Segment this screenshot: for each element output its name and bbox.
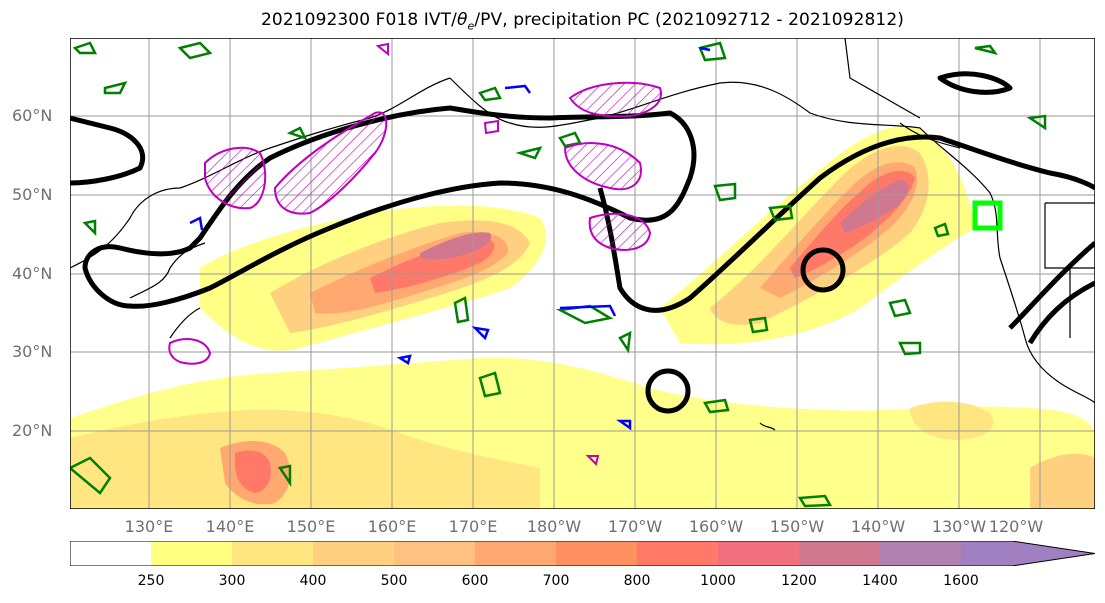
title-theta-sub: e	[467, 19, 475, 33]
colorbar-tick-label: 800	[623, 573, 651, 589]
pv-contours	[168, 42, 662, 466]
colorbar-extend-arrow	[961, 541, 1095, 566]
blue-contours	[189, 46, 711, 431]
lat-label-50n: 50°N	[12, 185, 53, 204]
lon-label-150w: 150°W	[769, 517, 825, 536]
lon-label-130w: 130°W	[931, 517, 987, 536]
lon-label-180w: 180°W	[526, 517, 582, 536]
colorbar-tick-label: 500	[380, 573, 408, 589]
title-theta: θ	[456, 10, 468, 30]
title-suffix: /PV, precipitation PC (2021092712 - 2021…	[474, 10, 904, 30]
lon-label-140w: 140°W	[850, 517, 906, 536]
colorbar-segment	[799, 541, 881, 566]
colorbar-segment	[151, 541, 233, 566]
colorbar-segment	[880, 541, 962, 566]
colorbar-tick-label: 1000	[700, 573, 736, 589]
colorbar-segment	[313, 541, 395, 566]
colorbar-segment	[232, 541, 314, 566]
theta-e-contours	[70, 41, 1047, 508]
colorbar-tick-label: 1200	[781, 573, 817, 589]
colorbar-tick-label: 300	[218, 573, 246, 589]
colorbar-outline	[70, 541, 1095, 566]
map-panel	[70, 38, 1095, 509]
figure-title: 2021092300 F018 IVT/θe/PV, precipitation…	[0, 10, 1105, 32]
colorbar-segment	[70, 541, 152, 566]
colorbar-tick-label: 1600	[943, 573, 979, 589]
colorbar-tick-label: 700	[542, 573, 570, 589]
target-box	[972, 200, 1003, 231]
colorbar-segment	[394, 541, 476, 566]
lon-label-130e: 130°E	[124, 517, 174, 536]
lon-label-140e: 140°E	[205, 517, 255, 536]
colorbar-segment	[556, 541, 638, 566]
colorbar	[70, 541, 1095, 566]
colorbar-tick-label: 1400	[862, 573, 898, 589]
lat-label-40n: 40°N	[12, 264, 53, 283]
lat-label-20n: 20°N	[12, 421, 53, 440]
lon-label-120w: 120°W	[988, 517, 1044, 536]
ivt-contours	[70, 71, 1095, 414]
lon-label-170w: 170°W	[607, 517, 663, 536]
colorbar-tick-label: 600	[461, 573, 489, 589]
colorbar-segment	[475, 541, 557, 566]
lat-label-30n: 30°N	[12, 342, 53, 361]
colorbar-tick-label: 250	[137, 573, 165, 589]
lon-label-160w: 160°W	[688, 517, 744, 536]
lon-label-170e: 170°E	[448, 517, 498, 536]
lat-label-60n: 60°N	[12, 106, 53, 125]
colorbar-segment	[718, 541, 800, 566]
lon-label-160e: 160°E	[367, 517, 417, 536]
lon-label-150e: 150°E	[286, 517, 336, 536]
title-prefix: 2021092300 F018 IVT/	[260, 10, 457, 30]
colorbar-segment	[637, 541, 719, 566]
colorbar-tick-label: 400	[299, 573, 327, 589]
